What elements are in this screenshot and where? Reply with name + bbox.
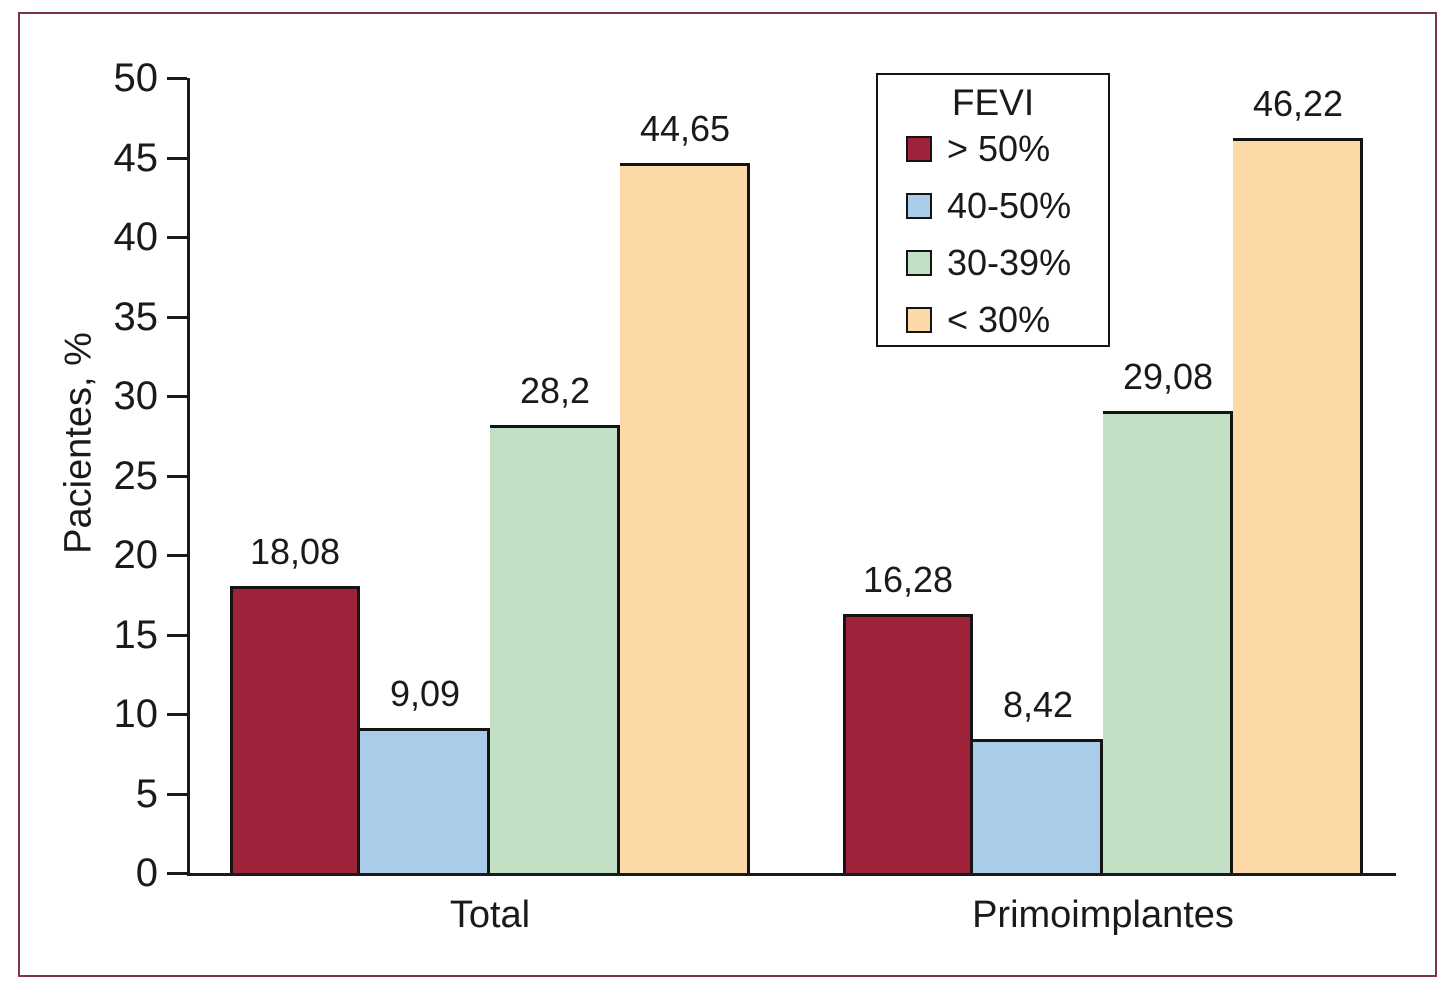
bar-primoimplantes-50 <box>843 614 973 875</box>
y-tick-45 <box>167 157 187 160</box>
legend: FEVI > 50% 40-50% 30-39% < 30% <box>876 73 1110 347</box>
legend-label-4050: 40-50% <box>947 184 1072 226</box>
value-label-primoimplantes-30: 46,22 <box>1252 83 1344 124</box>
y-tick-40 <box>167 236 187 239</box>
legend-label-30: < 30% <box>947 298 1051 340</box>
bar-total-30 <box>620 163 750 875</box>
bar-primoimplantes-4050 <box>973 739 1103 875</box>
value-label-primoimplantes-50: 16,28 <box>862 559 954 600</box>
y-axis-title: Pacientes, % <box>57 332 100 554</box>
bar-total-4050 <box>360 728 490 875</box>
category-label-primoimplantes: Primoimplantes <box>972 894 1234 936</box>
y-tick-50 <box>167 77 187 80</box>
legend-swatch-50 <box>906 135 932 162</box>
bar-total-50 <box>230 586 360 875</box>
value-label-primoimplantes-3039: 29,08 <box>1122 356 1214 397</box>
legend-item-3039: 30-39% <box>906 242 1108 283</box>
y-tick-label-25: 25 <box>113 454 159 498</box>
y-tick-10 <box>167 713 187 716</box>
y-tick-label-30: 30 <box>113 374 159 418</box>
y-axis-line <box>187 78 190 876</box>
y-tick-label-5: 5 <box>135 772 158 816</box>
legend-swatch-30 <box>906 306 932 333</box>
y-tick-label-35: 35 <box>113 295 159 339</box>
y-tick-25 <box>167 475 187 478</box>
value-label-total-30: 44,65 <box>639 108 731 149</box>
legend-title: FEVI <box>951 82 1035 123</box>
bar-primoimplantes-3039 <box>1103 411 1233 875</box>
y-tick-30 <box>167 395 187 398</box>
legend-item-30: < 30% <box>906 299 1108 340</box>
value-label-total-50: 18,08 <box>249 531 341 572</box>
bar-total-3039 <box>490 425 620 875</box>
legend-items: > 50% 40-50% 30-39% < 30% <box>878 128 1108 340</box>
y-tick-label-45: 45 <box>113 136 159 180</box>
y-tick-label-50: 50 <box>113 56 159 100</box>
y-tick-label-15: 15 <box>113 613 159 657</box>
bar-primoimplantes-30 <box>1233 138 1363 875</box>
value-label-total-3039: 28,2 <box>519 370 591 411</box>
value-label-total-4050: 9,09 <box>389 673 461 714</box>
legend-item-4050: 40-50% <box>906 185 1108 226</box>
legend-swatch-4050 <box>906 192 932 219</box>
category-label-total: Total <box>449 894 531 936</box>
legend-item-50: > 50% <box>906 128 1108 169</box>
y-tick-20 <box>167 554 187 557</box>
y-tick-label-40: 40 <box>113 215 159 259</box>
y-tick-35 <box>167 316 187 319</box>
y-tick-label-20: 20 <box>113 533 159 577</box>
y-tick-label-0: 0 <box>135 851 158 895</box>
y-tick-0 <box>167 872 187 875</box>
y-tick-5 <box>167 793 187 796</box>
y-tick-label-10: 10 <box>113 692 159 736</box>
legend-swatch-3039 <box>906 249 932 276</box>
x-axis-line <box>187 873 1396 876</box>
legend-label-50: > 50% <box>947 127 1051 169</box>
y-tick-15 <box>167 634 187 637</box>
legend-label-3039: 30-39% <box>947 241 1072 283</box>
value-label-primoimplantes-4050: 8,42 <box>1002 684 1074 725</box>
